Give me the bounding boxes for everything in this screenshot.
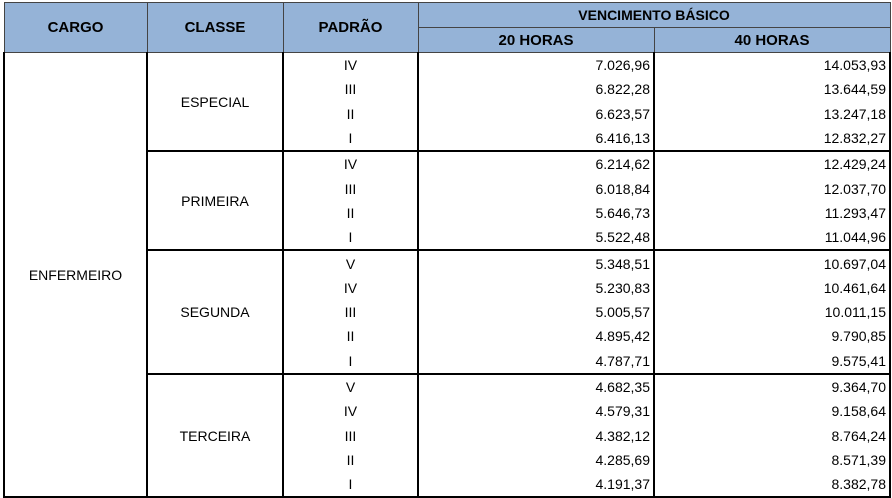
- valor-40h-cell: 10.461,64: [653, 275, 891, 300]
- valor-40h-cell: 9.575,41: [653, 348, 891, 375]
- table-row: I 6.416,13 12.832,27: [4, 125, 891, 153]
- table-row: TERCEIRA V 4.682,35 9.364,70: [4, 373, 891, 498]
- padrao-cell: III: [282, 299, 419, 325]
- table-row: I 4.787,71 9.575,41: [4, 348, 891, 375]
- valor-40h-cell: 9.364,70: [653, 373, 891, 400]
- valor-40h-cell: 12.429,24: [653, 151, 891, 177]
- valor-20h-cell: 5.005,57: [417, 299, 655, 325]
- classe-cell: TERCEIRA: [146, 373, 284, 498]
- table-row: II 5.646,73 11.293,47: [4, 200, 891, 226]
- header-cargo: CARGO: [3, 2, 148, 53]
- padrao-cell: III: [282, 423, 419, 448]
- table-body: ENFERMEIRO ESPECIAL IV 7.026,96 14.053,93 III…: [3, 52, 891, 498]
- padrao-cell: II: [282, 200, 419, 226]
- padrao-cell: IV: [282, 275, 419, 300]
- valor-20h-cell: 5.230,83: [417, 275, 655, 300]
- valor-20h-cell: 4.787,71: [417, 348, 655, 375]
- table-row: III 6.822,28 13.644,59: [4, 77, 891, 102]
- table-row: II 6.623,57 13.247,18: [4, 101, 891, 126]
- table-row: III 6.018,84 12.037,70: [4, 176, 891, 201]
- valor-40h-cell: 11.044,96: [653, 225, 891, 252]
- valor-20h-cell: 5.348,51: [417, 250, 655, 276]
- padrao-cell: III: [282, 77, 419, 102]
- valor-40h-cell: 10.697,04: [653, 250, 891, 276]
- padrao-cell: II: [282, 101, 419, 126]
- padrao-cell: I: [282, 472, 419, 498]
- table-row: IV 5.230,83 10.461,64: [4, 275, 891, 300]
- table-row: III 4.382,12 8.764,24: [4, 423, 891, 448]
- salary-table: CARGO CLASSE PADRÃO VENCIMENTO BÁSICO 20…: [3, 2, 891, 498]
- valor-40h-cell: 12.832,27: [653, 125, 891, 153]
- padrao-cell: II: [282, 324, 419, 349]
- valor-40h-cell: 9.790,85: [653, 324, 891, 349]
- valor-20h-cell: 6.018,84: [417, 176, 655, 201]
- valor-20h-cell: 7.026,96: [417, 52, 655, 78]
- valor-20h-cell: 6.822,28: [417, 77, 655, 102]
- cargo-cell: ENFERMEIRO: [3, 52, 148, 498]
- header-40-horas: 40 HORAS: [653, 27, 891, 53]
- valor-40h-cell: 8.382,78: [653, 472, 891, 498]
- table-row: IV 4.579,31 9.158,64: [4, 399, 891, 424]
- valor-40h-cell: 13.247,18: [653, 101, 891, 126]
- valor-40h-cell: 11.293,47: [653, 200, 891, 226]
- table-row: II 4.285,69 8.571,39: [4, 447, 891, 473]
- valor-40h-cell: 14.053,93: [653, 52, 891, 78]
- valor-40h-cell: 12.037,70: [653, 176, 891, 201]
- padrao-cell: V: [282, 373, 419, 400]
- valor-20h-cell: 6.416,13: [417, 125, 655, 153]
- valor-20h-cell: 4.191,37: [417, 472, 655, 498]
- padrao-cell: IV: [282, 399, 419, 424]
- valor-20h-cell: 5.522,48: [417, 225, 655, 252]
- table-row: PRIMEIRA IV 6.214,62 12.429,24: [4, 151, 891, 252]
- padrao-cell: I: [282, 125, 419, 153]
- classe-cell: SEGUNDA: [146, 250, 284, 375]
- padrao-cell: II: [282, 447, 419, 473]
- valor-40h-cell: 13.644,59: [653, 77, 891, 102]
- header-20-horas: 20 HORAS: [417, 27, 655, 53]
- valor-40h-cell: 9.158,64: [653, 399, 891, 424]
- valor-20h-cell: 4.382,12: [417, 423, 655, 448]
- valor-40h-cell: 10.011,15: [653, 299, 891, 325]
- table-row: I 5.522,48 11.044,96: [4, 225, 891, 252]
- valor-20h-cell: 4.682,35: [417, 373, 655, 400]
- valor-40h-cell: 8.764,24: [653, 423, 891, 448]
- header-padrao: PADRÃO: [282, 2, 419, 53]
- padrao-cell: IV: [282, 151, 419, 177]
- valor-40h-cell: 8.571,39: [653, 447, 891, 473]
- table-row: SEGUNDA V 5.348,51 10.697,04: [4, 250, 891, 375]
- classe-cell: PRIMEIRA: [146, 151, 284, 252]
- padrao-cell: IV: [282, 52, 419, 78]
- table-row: III 5.005,57 10.011,15: [4, 299, 891, 325]
- padrao-cell: V: [282, 250, 419, 276]
- padrao-cell: I: [282, 225, 419, 252]
- valor-20h-cell: 6.623,57: [417, 101, 655, 126]
- valor-20h-cell: 4.579,31: [417, 399, 655, 424]
- header-classe: CLASSE: [146, 2, 284, 53]
- table-row: II 4.895,42 9.790,85: [4, 324, 891, 349]
- classe-cell: ESPECIAL: [146, 52, 284, 153]
- table-row: ENFERMEIRO ESPECIAL IV 7.026,96 14.053,93: [3, 52, 891, 498]
- valor-20h-cell: 6.214,62: [417, 151, 655, 177]
- header-vencimento-basico: VENCIMENTO BÁSICO: [417, 2, 891, 28]
- valor-20h-cell: 4.285,69: [417, 447, 655, 473]
- valor-20h-cell: 5.646,73: [417, 200, 655, 226]
- valor-20h-cell: 4.895,42: [417, 324, 655, 349]
- padrao-cell: III: [282, 176, 419, 201]
- padrao-cell: I: [282, 348, 419, 375]
